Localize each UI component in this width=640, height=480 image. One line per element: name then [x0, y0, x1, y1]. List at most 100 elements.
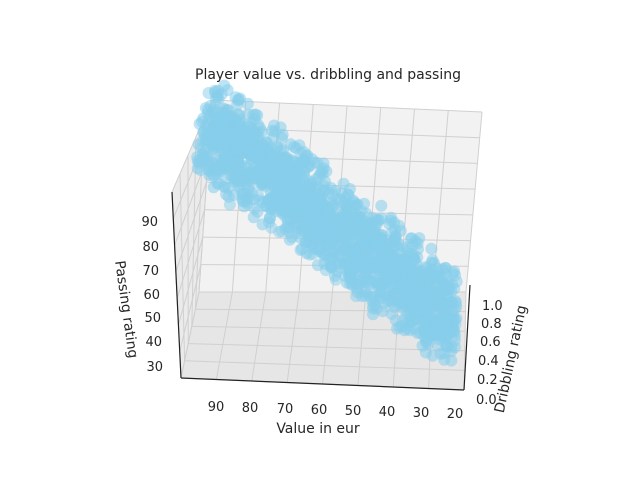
x-tick-label: 60: [311, 403, 328, 418]
scatter-point: [347, 216, 359, 228]
z-tick-label: 40: [145, 335, 162, 350]
scatter-point: [321, 208, 333, 220]
z-tick-label: 70: [142, 264, 159, 279]
scatter-point: [399, 276, 411, 288]
scatter-point: [232, 122, 244, 134]
scatter-point: [380, 288, 392, 300]
scatter-point: [427, 350, 439, 362]
scatter-point: [223, 191, 235, 203]
scatter-point: [217, 155, 229, 167]
scatter-point: [311, 232, 323, 244]
z-tick-label: 50: [144, 311, 161, 326]
scatter-point: [248, 211, 260, 223]
scatter-point: [390, 314, 402, 326]
scatter-point: [255, 155, 267, 167]
scatter-point: [266, 191, 278, 203]
scatter-point: [286, 231, 298, 243]
scatter-point: [310, 200, 322, 212]
scatter-point: [434, 329, 446, 341]
scatter-point: [295, 170, 307, 182]
x-tick-labels: 90 80 70 60 50 40 30 20: [208, 400, 464, 422]
scatter-point: [253, 171, 265, 183]
z-tick-labels: 30 40 50 60 70 80 90: [141, 215, 163, 375]
scatter-point: [418, 330, 430, 342]
scatter-point: [439, 267, 451, 279]
scatter-point: [412, 238, 424, 250]
x-tick-label: 80: [242, 401, 259, 416]
x-tick-label: 90: [208, 400, 225, 415]
scatter-point: [331, 266, 343, 278]
scatter-point: [285, 179, 297, 191]
scatter-point: [361, 246, 373, 258]
scatter-point: [239, 160, 251, 172]
scatter-point: [208, 181, 220, 193]
y-tick-label: 0.6: [480, 335, 501, 350]
scatter-point: [230, 146, 242, 158]
x-tick-label: 70: [277, 402, 294, 417]
y-tick-label: 1.0: [482, 299, 503, 314]
x-tick-label: 40: [379, 405, 396, 420]
scatter-point: [241, 193, 253, 205]
scatter-point: [371, 303, 383, 315]
scatter-point: [319, 258, 331, 270]
scatter-point: [268, 160, 280, 172]
scatter-point: [429, 317, 441, 329]
scatter-point: [290, 142, 302, 154]
scatter-point: [386, 248, 398, 260]
scatter-point: [356, 275, 368, 287]
y-tick-label: 0.4: [478, 354, 499, 369]
scatter-point: [388, 216, 400, 228]
scatter-point: [405, 263, 417, 275]
scatter-point: [450, 301, 462, 313]
z-axis-label: Passing rating: [111, 260, 141, 360]
scatter-point: [399, 324, 411, 336]
scatter-point: [267, 177, 279, 189]
scatter-point: [268, 120, 280, 132]
scatter-point: [314, 168, 326, 180]
scatter-point: [341, 277, 353, 289]
scatter-point: [435, 299, 447, 311]
scatter-point: [349, 260, 361, 272]
z-tick-label: 30: [146, 360, 163, 375]
scatter-point: [230, 135, 242, 147]
scatter-point: [425, 243, 437, 255]
scatter-point: [422, 286, 434, 298]
chart-title: Player value vs. dribbling and passing: [195, 67, 461, 83]
scatter-point: [194, 118, 206, 130]
scatter-point: [213, 125, 225, 137]
x-tick-label: 30: [413, 406, 430, 421]
scatter-point: [345, 236, 357, 248]
scatter-point: [277, 129, 289, 141]
scatter-point: [297, 155, 309, 167]
y-tick-label: 0.2: [477, 373, 498, 388]
scatter-point: [419, 261, 431, 273]
z-tick-label: 60: [143, 288, 160, 303]
scatter-point: [286, 201, 298, 213]
x-tick-label: 20: [447, 407, 464, 422]
scatter-point: [341, 203, 353, 215]
y-tick-label: 0.8: [481, 317, 502, 332]
scatter-point: [342, 188, 354, 200]
scatter-point: [202, 104, 214, 116]
scatter-point: [191, 151, 203, 163]
x-axis-label: Value in eur: [276, 421, 360, 437]
scatter-point: [324, 246, 336, 258]
scatter-point: [375, 200, 387, 212]
scatter-point: [371, 218, 383, 230]
scatter-point: [369, 229, 381, 241]
scatter-point: [322, 225, 334, 237]
scatter-point: [359, 290, 371, 302]
scatter-point: [242, 98, 254, 110]
scatter-point: [410, 296, 422, 308]
z-tick-label: 90: [141, 215, 158, 230]
scatter-point: [281, 162, 293, 174]
scatter-point: [277, 189, 289, 201]
x-tick-label: 50: [345, 404, 362, 419]
scatter-point: [377, 276, 389, 288]
scatter-point: [244, 132, 256, 144]
scatter-point: [212, 114, 224, 126]
scatter-point: [406, 315, 418, 327]
scatter-point: [358, 198, 370, 210]
scatter-point: [249, 113, 261, 125]
